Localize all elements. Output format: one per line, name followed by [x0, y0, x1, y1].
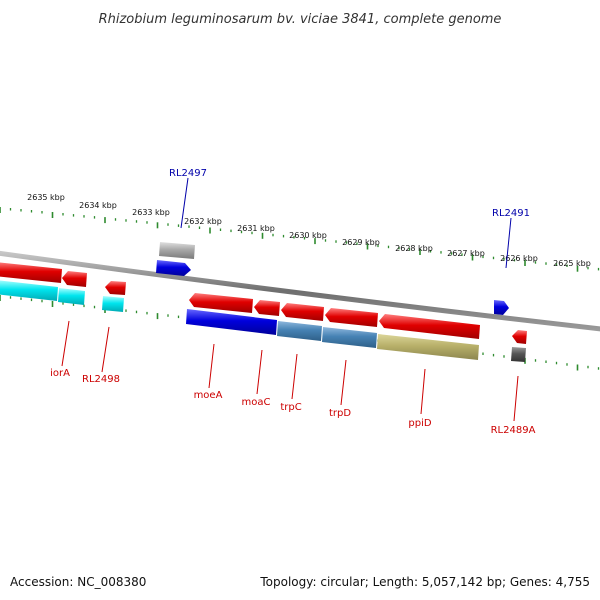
ruler-label-2626: 2626 kbp	[500, 254, 538, 263]
leader-ppiD	[420, 368, 426, 415]
gene-rl2497[interactable]	[156, 260, 191, 276]
gene-label-rl2497[interactable]: RL2497	[169, 168, 207, 179]
ruler-label-2629: 2629 kbp	[342, 238, 380, 247]
genome-backbone	[0, 250, 600, 332]
gene-cyan-left-1[interactable]	[0, 280, 58, 301]
reverse-strand-colored-genes	[0, 280, 526, 362]
gene-ppiD-khaki[interactable]	[377, 334, 479, 360]
gene-moeA-red[interactable]	[189, 293, 253, 313]
gene-label-trpD[interactable]: trpD	[329, 408, 351, 419]
ruler-label-2633: 2633 kbp	[132, 208, 170, 217]
genome-summary-text: Topology: circular; Length: 5,057,142 bp…	[259, 575, 590, 589]
gene-trpD-red[interactable]	[325, 308, 378, 327]
forward-strand-genes	[156, 242, 509, 315]
gene-trpD-steel[interactable]	[322, 327, 377, 348]
gene-labels: RL2497 RL2491 iorA RL2498 moeA moaC trpC…	[50, 168, 535, 436]
gene-label-iorA[interactable]: iorA	[50, 368, 70, 379]
gene-label-ppiD[interactable]: ppiD	[408, 418, 431, 429]
gene-trpC-red[interactable]	[281, 303, 324, 321]
label-leader-lines	[61, 177, 519, 422]
gene-iorA-cyan[interactable]	[58, 288, 85, 305]
gene-label-rl2489A[interactable]: RL2489A	[491, 425, 536, 436]
gene-label-moeA[interactable]: moeA	[194, 390, 223, 401]
leader-rl2489A	[513, 375, 519, 422]
leader-moeA	[208, 343, 215, 389]
ruler-label-2627: 2627 kbp	[447, 249, 485, 258]
ruler-label-2635: 2635 kbp	[27, 193, 65, 202]
ruler-label-2632: 2632 kbp	[184, 217, 222, 226]
gene-moeA-blue[interactable]	[186, 309, 277, 335]
ruler-label-2634: 2634 kbp	[79, 201, 117, 210]
ruler-label-2628: 2628 kbp	[395, 244, 433, 253]
leader-trpD	[340, 359, 347, 406]
gene-trpC-steel[interactable]	[277, 321, 322, 341]
ruler-labels: 2635 kbp 2634 kbp 2633 kbp 2632 kbp 2631…	[27, 193, 591, 268]
gene-label-moaC[interactable]: moaC	[242, 397, 271, 408]
gene-label-rl2491[interactable]: RL2491	[492, 208, 530, 219]
ruler-label-2625: 2625 kbp	[553, 259, 591, 268]
leader-rl2491	[505, 217, 512, 269]
leader-rl2498	[101, 326, 110, 373]
gene-red-left-1[interactable]	[0, 262, 62, 283]
leader-rl2497	[180, 177, 189, 229]
gene-ppiD-red[interactable]	[379, 314, 480, 339]
gene-rl2491[interactable]	[494, 300, 509, 315]
leader-trpC	[291, 353, 298, 400]
map-title: Rhizobium leguminosarum bv. viciae 3841,…	[99, 12, 502, 27]
gene-rl2498-red[interactable]	[105, 281, 126, 295]
reverse-strand-red-genes	[0, 262, 527, 344]
ruler-label-2631: 2631 kbp	[237, 224, 275, 233]
gene-iorA-red[interactable]	[62, 271, 87, 287]
outer-ruler-ticks	[0, 207, 600, 272]
leader-iorA	[61, 320, 70, 367]
gene-rl2489A-red[interactable]	[512, 330, 527, 344]
accession-text: Accession: NC_008380	[10, 575, 146, 589]
gene-moaC-red[interactable]	[254, 300, 280, 316]
gene-label-rl2498[interactable]: RL2498	[82, 374, 120, 385]
gene-rl2489A-dark[interactable]	[511, 347, 526, 362]
gene-label-trpC[interactable]: trpC	[280, 402, 301, 413]
gene-rl2497-gray[interactable]	[159, 242, 195, 259]
gene-rl2498-cyan[interactable]	[102, 296, 124, 312]
leader-moaC	[256, 349, 263, 395]
ruler-label-2630: 2630 kbp	[289, 231, 327, 240]
